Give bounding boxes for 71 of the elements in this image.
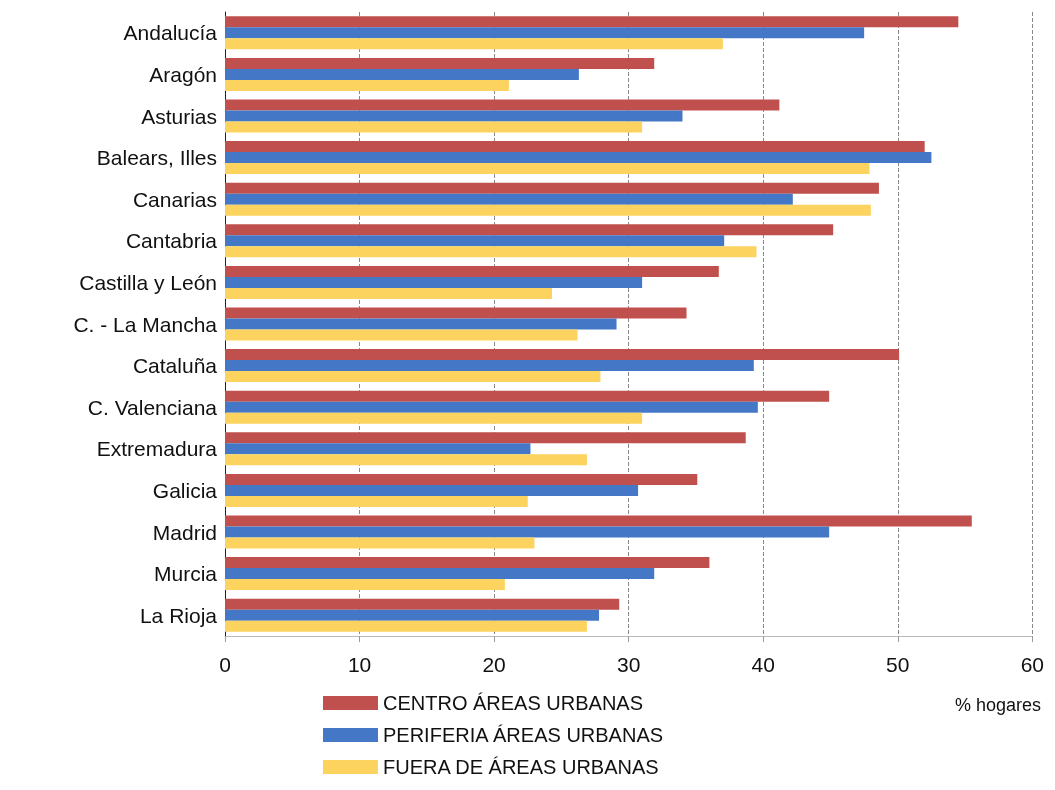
x-tick-label: 60 <box>1020 653 1044 676</box>
bar <box>225 526 830 538</box>
y-tick-label: Murcia <box>153 562 218 586</box>
bar <box>225 432 746 444</box>
y-tick-label: Aragón <box>149 62 217 86</box>
y-tick-label: Cataluña <box>132 354 218 378</box>
x-tick-label: 20 <box>482 653 506 676</box>
bar <box>225 349 900 361</box>
x-axis-title: % hogares <box>954 695 1042 715</box>
bar <box>225 473 698 485</box>
bar <box>225 246 757 258</box>
bar <box>225 287 552 299</box>
x-tick-label: 30 <box>616 653 641 676</box>
bar <box>225 307 687 319</box>
bar <box>225 235 725 247</box>
bar <box>225 193 793 205</box>
x-tick-label: 50 <box>886 653 910 676</box>
y-tick-label: Castilla y León <box>79 270 217 294</box>
bar <box>225 620 587 632</box>
bar <box>225 204 871 216</box>
bar <box>225 152 932 164</box>
bar <box>225 537 535 549</box>
bar <box>225 224 834 236</box>
bar <box>225 99 780 111</box>
y-tick-label: Galicia <box>152 478 218 502</box>
bar <box>225 182 879 194</box>
bar <box>225 265 719 277</box>
x-tick-label: 10 <box>347 653 372 676</box>
y-tick-label: C. Valenciana <box>87 395 218 419</box>
bar <box>225 454 587 466</box>
bar <box>225 27 865 39</box>
bar <box>225 609 600 621</box>
bar <box>225 16 959 28</box>
bar <box>225 598 620 610</box>
bar <box>225 141 925 153</box>
legend-label: CENTRO ÁREAS URBANAS <box>383 692 644 714</box>
bar <box>225 412 643 424</box>
bar <box>225 68 579 80</box>
bar <box>225 57 655 69</box>
bar <box>225 568 655 580</box>
legend-label: FUERA DE ÁREAS URBANAS <box>383 756 659 778</box>
y-tick-label: Cantabria <box>125 229 218 253</box>
y-tick-label: Asturias <box>141 104 217 128</box>
bar <box>225 401 758 413</box>
y-tick-label: C. - La Mancha <box>73 312 218 336</box>
y-tick-label: Balears, Illes <box>96 146 217 170</box>
bar <box>225 557 710 569</box>
bar <box>225 38 723 50</box>
x-tick-label: 0 <box>219 653 231 676</box>
bar <box>225 329 578 341</box>
bar <box>225 318 617 330</box>
bar <box>225 360 754 372</box>
y-tick-label: Extremadura <box>96 437 218 461</box>
bar <box>225 515 972 527</box>
bar <box>225 79 509 91</box>
x-tick-label: 40 <box>751 653 775 676</box>
bar <box>225 276 643 288</box>
y-tick-label: La Rioja <box>139 603 218 627</box>
bar <box>225 371 601 383</box>
legend-label: PERIFERIA ÁREAS URBANAS <box>383 724 664 746</box>
bar <box>225 163 870 175</box>
bar <box>225 110 683 122</box>
y-tick-label: Madrid <box>152 520 217 544</box>
y-tick-label: Andalucía <box>123 21 218 45</box>
bar <box>225 390 830 402</box>
bar <box>225 484 639 496</box>
bar <box>225 579 505 591</box>
bar <box>225 121 643 133</box>
y-tick-label: Canarias <box>132 187 217 211</box>
bar <box>225 495 528 507</box>
bar <box>225 443 531 455</box>
